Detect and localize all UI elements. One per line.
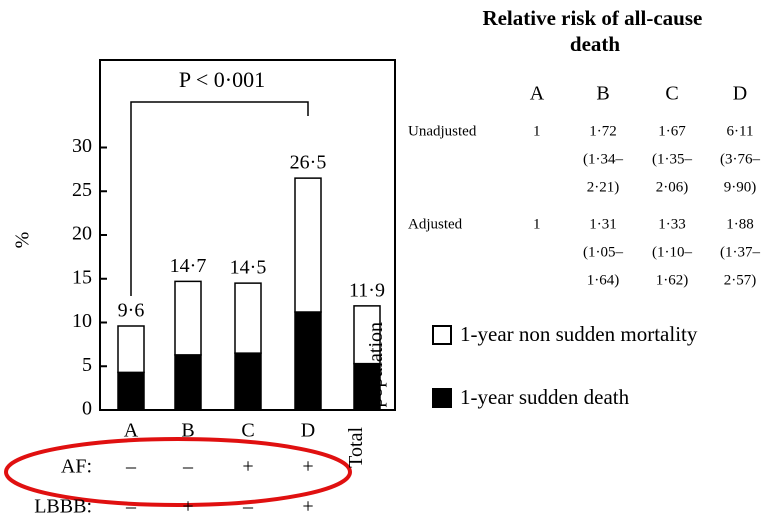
condition-label: LBBB:: [34, 496, 92, 518]
y-tick-label: 30: [72, 135, 92, 157]
table-column-header: B: [596, 83, 609, 105]
bar-segment: [117, 325, 145, 374]
table-cell: 1·72: [589, 123, 617, 139]
condition-value: +: [242, 456, 253, 478]
x-tick-label: Total population: [345, 322, 387, 468]
condition-value: –: [125, 456, 137, 478]
y-tick-label: 20: [72, 223, 92, 245]
bar-segment: [353, 305, 381, 365]
legend-item: 1-year non sudden mortality: [432, 322, 702, 346]
condition-value: +: [302, 496, 313, 518]
y-tick-label: 15: [72, 266, 92, 288]
table-column-header: D: [733, 83, 747, 105]
table-cell: (1·10–: [652, 244, 692, 260]
condition-value: –: [242, 496, 254, 518]
x-tick-label: A: [124, 420, 139, 442]
table-cell: 1·33: [658, 216, 686, 232]
total-label: 11·9: [349, 279, 385, 301]
bar-segment: [117, 371, 145, 411]
total-label: 14·5: [230, 257, 267, 279]
bar-segment: [174, 280, 202, 356]
legend-swatch: [432, 325, 452, 345]
total-label: 14·7: [170, 255, 207, 277]
condition-value: –: [125, 496, 137, 518]
bracket: [130, 101, 309, 296]
table-cell: 9·90): [724, 179, 757, 195]
table-cell: 1·64): [587, 272, 620, 288]
table-cell: (1·37–: [720, 244, 760, 260]
legend-label: 1-year non sudden mortality: [460, 322, 698, 346]
annotation: P < 0·001: [179, 67, 265, 92]
y-tick-label: 25: [72, 179, 92, 201]
table-cell: 1·31: [589, 216, 617, 232]
bar-segment: [234, 282, 262, 354]
table-cell: (1·34–: [583, 151, 623, 167]
table-cell: (1·35–: [652, 151, 692, 167]
bar-segment: [234, 352, 262, 411]
table-cell: 1·67: [658, 123, 686, 139]
table-cell: (3·76–: [720, 151, 760, 167]
legend-label: 1-year sudden death: [460, 385, 630, 409]
y-tick-label: 5: [82, 354, 92, 376]
y-tick-label: 10: [72, 310, 92, 332]
table-row-label: Adjusted: [408, 216, 463, 232]
table-cell: 2·21): [587, 179, 620, 195]
x-tick-label: D: [301, 420, 315, 442]
table-cell: (1·05–: [583, 244, 623, 260]
table-title: Relative risk of all-cause death: [482, 6, 707, 56]
bar-segment: [294, 311, 322, 411]
table-cell: 1·88: [726, 216, 754, 232]
table-cell: 6·11: [727, 123, 754, 139]
condition-value: –: [182, 456, 194, 478]
y-axis-label: %: [12, 232, 34, 249]
table-cell: 1: [533, 216, 541, 232]
condition-value: +: [302, 456, 313, 478]
x-tick-label: B: [181, 420, 194, 442]
total-label: 9·6: [118, 300, 145, 322]
table-cell: 1·62): [656, 272, 689, 288]
condition-value: +: [182, 496, 193, 518]
legend-swatch: [432, 388, 452, 408]
table-cell: 1: [533, 123, 541, 139]
y-tick-label: 0: [82, 398, 92, 420]
bar-segment: [174, 354, 202, 411]
bar-segment: [294, 177, 322, 313]
table-row-label: Unadjusted: [408, 123, 477, 139]
condition-label: AF:: [61, 456, 92, 478]
table-column-header: A: [530, 83, 545, 105]
total-label: 26·5: [290, 152, 327, 174]
table-cell: 2·57): [724, 272, 757, 288]
highlight-ellipse: [4, 437, 352, 507]
table-column-header: C: [665, 83, 678, 105]
legend-item: 1-year sudden death: [432, 385, 702, 409]
x-tick-label: C: [241, 420, 254, 442]
table-cell: 2·06): [656, 179, 689, 195]
